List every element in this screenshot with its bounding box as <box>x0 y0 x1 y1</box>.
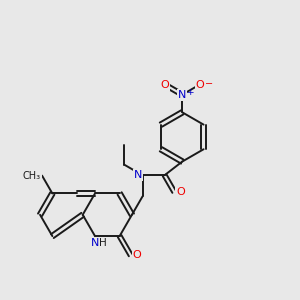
Text: −: − <box>205 79 213 88</box>
Text: O: O <box>133 250 142 260</box>
Text: O: O <box>196 80 204 90</box>
Text: O: O <box>176 187 185 197</box>
Text: CH₃: CH₃ <box>23 171 41 181</box>
Text: N: N <box>134 170 142 180</box>
Text: +: + <box>186 88 193 97</box>
Text: H: H <box>99 238 106 248</box>
Text: O: O <box>160 80 169 90</box>
Text: N: N <box>91 238 99 248</box>
Text: N: N <box>178 90 187 100</box>
